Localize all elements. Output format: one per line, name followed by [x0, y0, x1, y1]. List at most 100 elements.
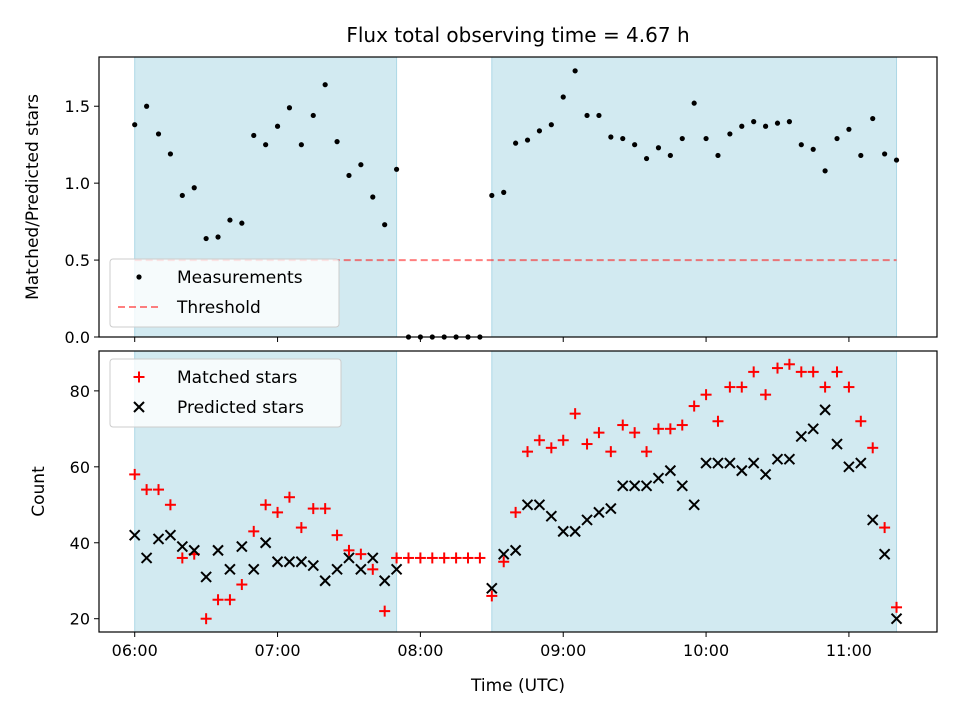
marker-stroke: [843, 461, 855, 473]
plot-frame: [98, 350, 938, 633]
matched-star-marker: [283, 491, 295, 503]
predicted-star-marker: [224, 563, 236, 576]
legend-item: Matched stars: [133, 368, 297, 388]
marker-stroke: [133, 401, 145, 413]
predicted-star-marker: [700, 457, 712, 469]
marker-stroke: [628, 480, 641, 492]
y-axis-label: Count: [29, 466, 49, 517]
predicted-star-marker: [855, 457, 867, 469]
matched-star-marker: [474, 552, 486, 564]
marker-stroke: [581, 514, 593, 526]
measurement-point: [870, 115, 876, 122]
matched-star-marker: [343, 544, 355, 556]
measurement-point: [786, 119, 792, 125]
matched-star-marker: [379, 605, 391, 617]
ratio-panel: 0.0 0.5 1.0 1.5 Matched/Predicted stars Measu…: [23, 56, 938, 347]
measurement-point: [679, 135, 685, 142]
measurement-point: [215, 234, 221, 240]
marker-stroke: [593, 506, 605, 519]
marker-stroke: [819, 404, 831, 416]
measurement-point: [286, 105, 293, 111]
matched-star-marker: [557, 434, 569, 446]
matched-star-marker: [783, 358, 795, 370]
matched-star-marker: [414, 552, 426, 564]
observing-window-2: [491, 350, 898, 633]
matched-star-marker: [260, 499, 272, 511]
predicted-star-marker: [807, 423, 819, 435]
matched-star-marker: [272, 506, 284, 518]
measurement-point: [251, 132, 257, 139]
measurement-point: [810, 146, 816, 152]
measurement-point: [298, 142, 304, 148]
measurement-point: [572, 68, 578, 74]
measurement-point: [798, 142, 804, 148]
matched-star-marker: [510, 506, 522, 518]
matched-star-marker: [795, 366, 807, 378]
matched-star-marker: [807, 366, 819, 378]
predicted-star-marker: [831, 438, 843, 450]
marker-stroke: [343, 552, 355, 564]
marker-stroke: [617, 480, 629, 492]
predicted-star-marker: [628, 480, 641, 492]
marker-stroke: [176, 540, 189, 553]
matched-star-marker: [760, 389, 772, 401]
measurement-point: [203, 235, 209, 242]
matched-star-marker: [355, 548, 367, 560]
predicted-star-marker: [259, 537, 272, 549]
y-tick-label: 1.5: [65, 97, 90, 116]
marker-stroke: [259, 537, 272, 549]
marker-stroke: [700, 457, 712, 469]
matched-star-marker: [462, 552, 474, 564]
matched-star-marker: [724, 381, 736, 393]
predicted-star-marker: [236, 540, 248, 553]
predicted-star-marker: [521, 499, 534, 511]
predicted-star-marker: [355, 563, 367, 576]
measurement-point: [703, 135, 709, 142]
predicted-star-marker: [188, 544, 200, 557]
matched-star-marker: [153, 484, 165, 496]
y-tick-label: 1.0: [65, 174, 90, 193]
measurement-point: [858, 152, 864, 159]
measurement-point: [536, 128, 543, 134]
measurement-point: [358, 162, 364, 168]
marker-stroke: [212, 544, 224, 557]
predicted-star-marker: [747, 457, 760, 469]
predicted-star-marker: [331, 563, 343, 576]
matched-star-marker: [605, 446, 617, 458]
measurement-point: [608, 134, 614, 140]
marker-stroke: [605, 502, 617, 515]
y-tick-label: 80: [70, 382, 90, 401]
plot-frame: [98, 56, 938, 338]
matched-star-marker: [748, 366, 760, 378]
measurement-point: [893, 157, 900, 163]
x-tick-label: 10:00: [683, 641, 729, 660]
predicted-star-marker: [557, 525, 569, 538]
predicted-star-marker: [533, 499, 546, 511]
matched-star-marker: [176, 552, 188, 564]
predicted-star-marker: [867, 514, 879, 526]
matched-star-marker: [664, 423, 676, 435]
legend: Measurements Threshold: [109, 258, 340, 328]
matched-star-marker: [141, 484, 153, 496]
matched-star-marker: [736, 381, 748, 393]
predicted-star-marker: [593, 506, 605, 519]
matched-star-marker: [771, 362, 783, 374]
marker-stroke: [890, 613, 903, 625]
measurement-point: [643, 155, 650, 162]
matched-star-marker: [224, 594, 236, 606]
measurement-point: [310, 112, 316, 119]
marker-stroke: [498, 548, 510, 560]
predicted-star-marker: [486, 582, 498, 595]
measurement-point: [548, 122, 554, 128]
measurement-point: [751, 119, 757, 125]
predicted-star-marker: [248, 563, 260, 576]
predicted-star-marker: [676, 480, 688, 492]
matched-star-marker: [533, 434, 545, 446]
marker-stroke: [795, 430, 808, 443]
marker-stroke: [867, 514, 879, 526]
y-tick-label: 0.5: [65, 251, 90, 270]
marker-stroke: [736, 464, 748, 477]
matched-star-marker: [843, 381, 855, 393]
predicted-star-marker: [736, 464, 748, 477]
measurement-point: [132, 122, 138, 128]
